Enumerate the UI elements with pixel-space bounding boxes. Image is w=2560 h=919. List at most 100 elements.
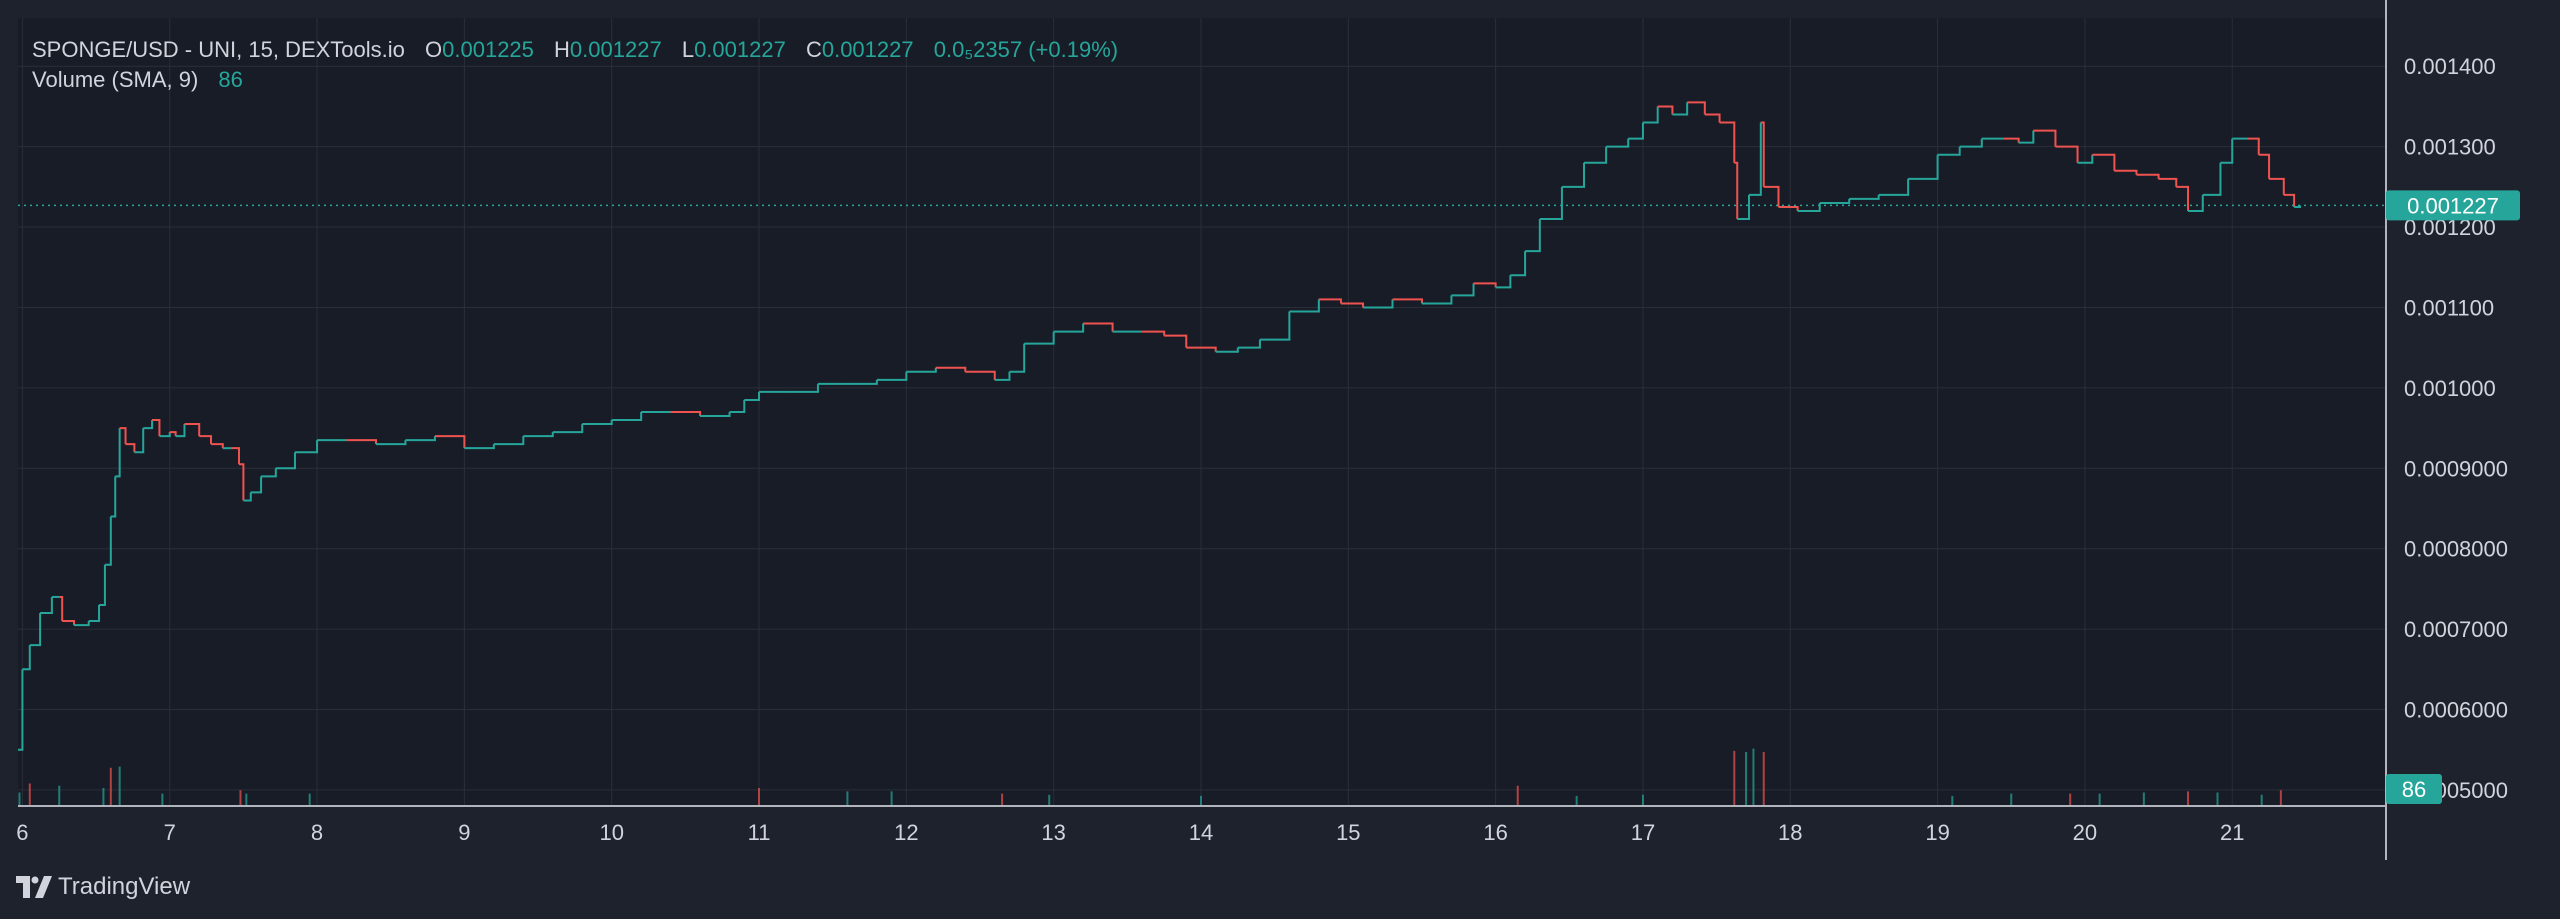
- price-segment: [729, 399, 746, 413]
- price-segment: [493, 436, 525, 446]
- volume-legend-row: Volume (SMA, 9) 86: [32, 65, 1118, 95]
- price-segment: [261, 468, 277, 478]
- price-segment: [1687, 101, 1706, 115]
- volume-bar: [161, 793, 164, 806]
- volume-value-badge[interactable]: [2386, 774, 2442, 804]
- change-value: 0.0₅2357 (+0.19%): [933, 37, 1119, 62]
- volume-bar: [2216, 792, 2219, 806]
- last-price-badge[interactable]: [2386, 190, 2520, 221]
- price-segment: [700, 412, 731, 418]
- chart-canvas[interactable]: 0.0014000.0013000.0012000.0011000.001000…: [0, 0, 2560, 860]
- price-segment: [1584, 146, 1608, 164]
- volume-bar: [58, 785, 61, 806]
- price-segment: [523, 432, 554, 438]
- price-tick-label: 0.0007000: [2404, 617, 2508, 642]
- price-segment: [670, 411, 702, 417]
- price-segment: [2003, 137, 2020, 143]
- symbol-title[interactable]: SPONGE/USD - UNI, 15, DEXTools.io: [32, 37, 405, 62]
- time-tick-label: 18: [1778, 820, 1802, 845]
- volume-indicator-label[interactable]: Volume (SMA, 9): [32, 67, 199, 92]
- price-segment: [2269, 177, 2285, 195]
- low-value: 0.001227: [694, 37, 786, 62]
- volume-bar: [1641, 794, 1644, 806]
- volume-bar: [1951, 795, 1954, 806]
- price-segment: [1628, 122, 1644, 140]
- price-segment: [464, 444, 495, 450]
- price-segment: [1749, 122, 1762, 196]
- price-segment: [346, 439, 377, 445]
- volume-bar: [2260, 794, 2263, 806]
- price-tick-label: 0.001400: [2404, 54, 2496, 79]
- time-tick-label: 10: [599, 820, 623, 845]
- price-segment: [18, 669, 24, 751]
- price-segment: [1363, 299, 1394, 309]
- price-segment: [1259, 311, 1291, 341]
- price-segment: [1510, 251, 1527, 277]
- open-label: O: [425, 37, 443, 62]
- price-segment: [88, 604, 101, 623]
- plot-pane[interactable]: [18, 18, 2386, 806]
- volume-bar: [1001, 793, 1004, 806]
- price-segment: [2283, 193, 2296, 207]
- low-label: L: [681, 37, 695, 62]
- price-segment: [104, 516, 112, 566]
- price-segment: [1849, 194, 1880, 200]
- price-segment: [906, 367, 937, 373]
- price-segment: [1186, 346, 1217, 352]
- time-tick-label: 19: [1925, 820, 1949, 845]
- tradingview-logo-icon[interactable]: [16, 876, 52, 898]
- price-segment: [1318, 298, 1342, 304]
- footer: TradingView: [16, 873, 190, 901]
- price-segment: [1215, 347, 1239, 353]
- price-segment: [2158, 177, 2178, 187]
- price-segment: [405, 436, 436, 442]
- open-value: 0.001225: [442, 37, 534, 62]
- price-segment: [1704, 113, 1721, 123]
- price-segment: [1083, 322, 1114, 332]
- volume-bar: [245, 793, 248, 806]
- price-tick-label: 0.0006000: [2404, 698, 2508, 723]
- price-segment: [965, 370, 996, 380]
- price-segment: [1734, 161, 1739, 220]
- time-tick-label: 9: [458, 820, 470, 845]
- price-segment: [2114, 169, 2138, 175]
- price-segment: [2258, 153, 2271, 179]
- time-tick-label: 7: [164, 820, 176, 845]
- volume-bar: [1048, 794, 1051, 806]
- price-segment: [2055, 145, 2079, 163]
- tradingview-brand[interactable]: TradingView: [58, 873, 191, 900]
- price-segment: [611, 412, 643, 422]
- price-tick-label: 0.001000: [2404, 376, 2496, 401]
- time-tick-label: 14: [1189, 820, 1213, 845]
- price-segment: [22, 645, 31, 671]
- volume-bar: [1199, 795, 1202, 806]
- time-tick-label: 15: [1336, 820, 1360, 845]
- price-segment: [1525, 219, 1541, 253]
- volume-bar: [18, 792, 21, 806]
- price-segment: [1606, 138, 1630, 148]
- price-segment: [1421, 295, 1453, 305]
- volume-bar: [2069, 793, 2072, 806]
- price-segment: [2202, 162, 2222, 196]
- price-segment: [2018, 130, 2035, 144]
- price-segment: [1763, 185, 1780, 207]
- price-segment: [1657, 105, 1674, 115]
- price-segment: [184, 423, 201, 437]
- price-segment: [744, 391, 761, 401]
- volume-bar: [118, 766, 121, 806]
- price-tick-label: 0.0008000: [2404, 537, 2508, 562]
- price-segment: [143, 420, 154, 430]
- volume-bar: [1752, 748, 1755, 806]
- price-segment: [1024, 331, 1055, 345]
- volume-bar: [1516, 785, 1519, 806]
- price-segment: [231, 447, 240, 465]
- price-tick-label: 0.001100: [2404, 295, 2494, 320]
- volume-bar: [109, 767, 112, 806]
- price-segment: [243, 492, 252, 502]
- price-segment: [1878, 178, 1910, 196]
- price-segment: [2077, 154, 2094, 164]
- price-segment: [275, 452, 296, 470]
- time-tick-label: 21: [2220, 820, 2244, 845]
- volume-indicator-value: 86: [218, 67, 243, 92]
- price-segment: [375, 440, 407, 446]
